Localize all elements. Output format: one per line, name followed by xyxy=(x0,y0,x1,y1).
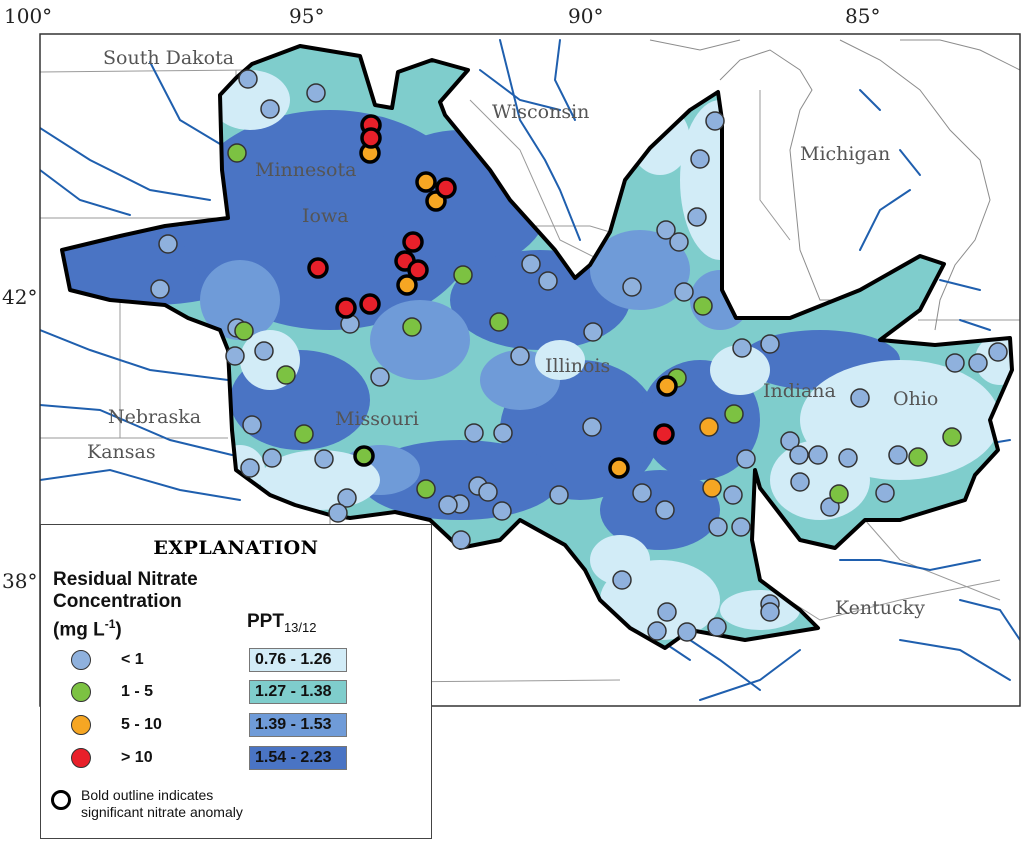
legend-bold-outline-icon xyxy=(51,790,71,810)
legend-swatch-ppt-4 xyxy=(249,746,347,770)
legend-dot-gt10 xyxy=(71,748,91,768)
legend-label-ppt-1: 0.76 - 1.26 xyxy=(255,651,332,668)
state-label-minnesota: Minnesota xyxy=(255,159,356,181)
state-label-kentucky: Kentucky xyxy=(835,597,925,619)
legend-label-ppt-2: 1.27 - 1.38 xyxy=(255,683,332,700)
state-label-michigan: Michigan xyxy=(800,143,890,165)
lat-tick-38: 38° xyxy=(2,569,38,593)
legend-label-5-10: 5 - 10 xyxy=(121,716,162,733)
legend-label-1-5: 1 - 5 xyxy=(121,683,154,700)
legend-label-ppt-3: 1.39 - 1.53 xyxy=(255,716,332,733)
state-label-indiana: Indiana xyxy=(763,380,836,402)
legend-swatch-ppt-1 xyxy=(249,648,347,672)
legend-bold-outline-note: Bold outline indicates significant nitra… xyxy=(81,787,243,820)
points-class-5-10 xyxy=(359,142,722,498)
lon-tick-95: 95° xyxy=(289,4,325,28)
legend-dot-1-5 xyxy=(71,682,91,702)
lon-tick-85: 85° xyxy=(845,4,881,28)
scale-label-200: 200 xyxy=(534,715,559,732)
lon-tick-90: 90° xyxy=(568,4,604,28)
legend-swatch-ppt-3 xyxy=(249,713,347,737)
state-label-missouri: Missouri xyxy=(335,408,419,430)
scale-label-0: 0 xyxy=(452,715,460,732)
legend-swatch-ppt-2 xyxy=(249,680,347,704)
state-label-south-dakota: South Dakota xyxy=(103,47,234,69)
lon-tick-100: 100° xyxy=(4,4,53,28)
legend-panel: EXPLANATION Residual Nitrate Concentrati… xyxy=(40,524,432,839)
state-label-iowa: Iowa xyxy=(302,205,349,227)
state-label-nebraska: Nebraska xyxy=(108,406,201,428)
scale-label-100: 100 xyxy=(491,715,516,732)
state-label-illinois: Illinois xyxy=(545,355,610,377)
legend-title: EXPLANATION xyxy=(153,537,319,559)
legend-label-ppt-4: 1.54 - 2.23 xyxy=(255,749,332,766)
points-class-1-5 xyxy=(227,143,962,504)
ppt-heading: PPT13/12 xyxy=(247,611,317,635)
state-label-wisconsin: Wisconsin xyxy=(492,101,589,123)
legend-label-lt1: < 1 xyxy=(121,651,144,668)
map-frame xyxy=(39,33,1021,707)
state-label-kansas: Kansas xyxy=(87,441,156,463)
scale-bar: 0 100 200 Kilometers xyxy=(452,715,648,746)
scale-label-unit: Kilometers xyxy=(570,715,648,732)
legend-dot-lt1 xyxy=(71,650,91,670)
state-label-ohio: Ohio xyxy=(893,388,938,410)
points-class-lt1 xyxy=(150,69,1008,642)
nitrate-heading: Residual Nitrate Concentration (mg L-1) xyxy=(53,569,198,641)
points-class-gt10 xyxy=(307,114,675,445)
legend-label-gt10: > 10 xyxy=(121,749,153,766)
study-area-outline xyxy=(60,44,1014,650)
legend-dot-5-10 xyxy=(71,715,91,735)
lat-tick-42: 42° xyxy=(2,285,38,309)
